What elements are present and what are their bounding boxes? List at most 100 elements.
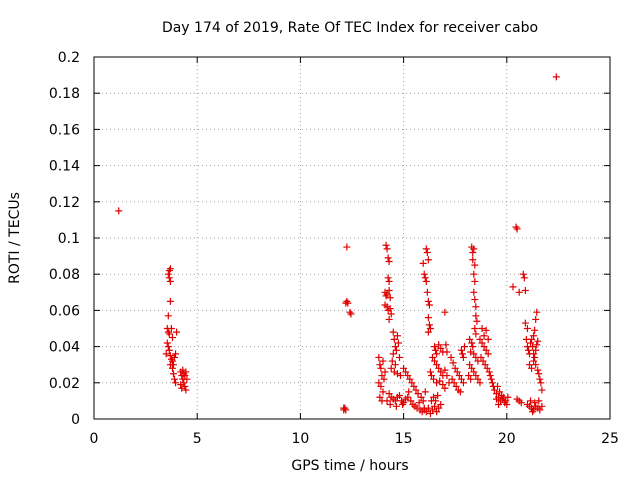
data-point [456,388,464,396]
data-point [344,299,352,307]
data-point [382,292,390,300]
data-point [379,357,387,365]
data-point [469,256,477,264]
y-tick-label: 0.18 [49,86,80,102]
data-point [376,393,384,401]
data-point [432,346,440,354]
data-point [538,402,546,410]
data-point [393,370,401,378]
data-point [422,245,430,253]
data-point [482,346,490,354]
data-point [419,259,427,267]
data-point [537,379,545,387]
data-point [472,330,480,338]
y-tick-label: 0.08 [49,267,80,283]
data-point [447,353,455,361]
data-point [532,361,540,369]
data-point [530,332,538,340]
data-point [383,290,391,298]
data-point [391,361,399,369]
x-tick-label: 5 [193,431,202,447]
data-point [492,395,500,403]
data-point [426,325,434,332]
data-point [115,207,123,215]
data-point [517,399,525,407]
data-point [443,372,451,380]
data-point [181,382,189,390]
data-point [478,339,486,347]
data-point [165,267,173,275]
data-point [377,382,385,390]
data-point [504,393,512,401]
data-point [528,335,536,343]
data-point [452,382,460,390]
data-point [476,379,484,387]
y-tick-label: 0.14 [49,159,80,175]
data-point [166,352,174,360]
data-point [392,402,400,410]
data-point [479,357,487,365]
data-point [441,308,449,316]
data-point [521,286,529,294]
data-point [457,375,465,383]
data-point [448,375,456,383]
data-point [431,343,439,351]
data-point [433,361,441,369]
y-tick-label: 0.2 [58,50,80,66]
data-point [422,277,430,285]
data-point [439,381,447,389]
y-tick-label: 0 [71,412,80,428]
data-point [538,386,546,394]
data-point [424,404,432,412]
data-point [166,277,174,285]
data-point [169,361,177,369]
x-tick-labels: 0 5 10 15 20 25 [90,431,619,447]
data-point [394,339,402,347]
data-point [386,401,394,409]
data-point [406,375,414,383]
data-point [424,297,432,305]
data-point [415,399,423,407]
data-point [164,312,172,320]
data-point [168,364,176,372]
data-point [474,375,482,383]
data-point [530,357,538,365]
data-point [455,372,463,380]
data-point [484,335,492,343]
data-point [340,404,348,412]
data-point [428,353,436,361]
data-point [530,350,538,358]
data-point [162,350,170,358]
data-point [490,386,498,394]
data-point [391,343,399,351]
data-point [404,372,412,380]
data-point [467,375,475,383]
data-point [469,343,477,351]
data-point [347,310,355,318]
data-point [172,379,180,387]
data-point [473,317,481,325]
data-point [486,372,494,380]
axis-ticks [93,56,611,420]
data-point [459,353,467,361]
data-point [450,379,458,387]
data-point [435,341,443,349]
data-point [166,265,174,273]
data-point [431,402,439,410]
data-point [412,386,420,394]
data-point [503,401,511,409]
data-point [424,256,432,264]
data-point [472,372,480,380]
data-point [471,277,479,285]
data-point [424,328,432,336]
data-point [168,357,176,365]
data-point [515,288,523,296]
data-point [380,375,388,383]
data-point [470,288,478,296]
data-point [385,258,393,266]
data-point [395,353,403,361]
data-point [165,346,173,354]
y-tick-label: 0.04 [49,340,80,356]
data-point [170,353,178,361]
data-point [385,390,393,398]
